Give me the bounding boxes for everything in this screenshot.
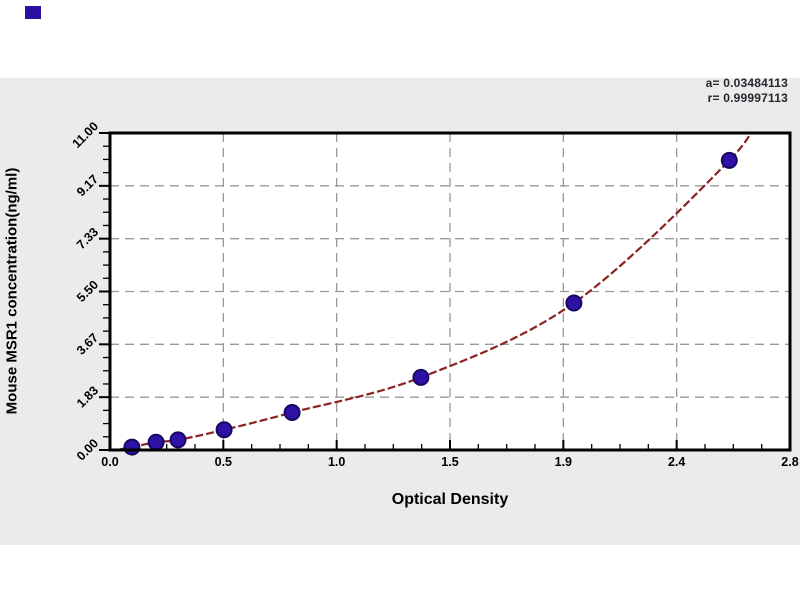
plot-frame <box>108 131 792 452</box>
y-tick-label: 7.33 <box>74 225 101 252</box>
data-point <box>147 433 165 451</box>
x-tick-label: 1.5 <box>441 455 458 469</box>
x-tick-label: 2.4 <box>668 455 685 469</box>
data-point <box>412 368 430 386</box>
fit-coefficient-a: a= 0.03484113 <box>705 76 788 90</box>
y-tick-label: 11.00 <box>70 119 102 151</box>
corner-mark <box>25 6 41 19</box>
data-point <box>215 421 233 439</box>
y-tick-label: 9.17 <box>74 172 101 199</box>
x-tick-label: 2.8 <box>781 455 798 469</box>
x-tick-label: 1.0 <box>328 455 345 469</box>
fit-statistics: a= 0.03484113 r= 0.99997113 <box>706 76 788 106</box>
data-point <box>169 431 187 449</box>
y-axis-title: Mouse MSR1 concentration(ng/ml) <box>3 167 21 415</box>
x-tick-label: 0.5 <box>215 455 232 469</box>
x-tick-label: 1.9 <box>555 455 572 469</box>
data-point <box>720 151 738 169</box>
data-point <box>123 438 141 456</box>
y-tick-label: 1.83 <box>74 383 101 410</box>
x-axis-title: Optical Density <box>391 491 509 508</box>
fit-correlation-r: r= 0.99997113 <box>707 91 788 105</box>
y-tick-label: 5.50 <box>74 278 101 305</box>
y-tick-label: 3.67 <box>74 331 101 358</box>
data-point <box>565 294 583 312</box>
y-tick-label: 0.00 <box>74 436 101 463</box>
data-point <box>283 404 301 421</box>
x-tick-label: 0.0 <box>101 455 118 469</box>
